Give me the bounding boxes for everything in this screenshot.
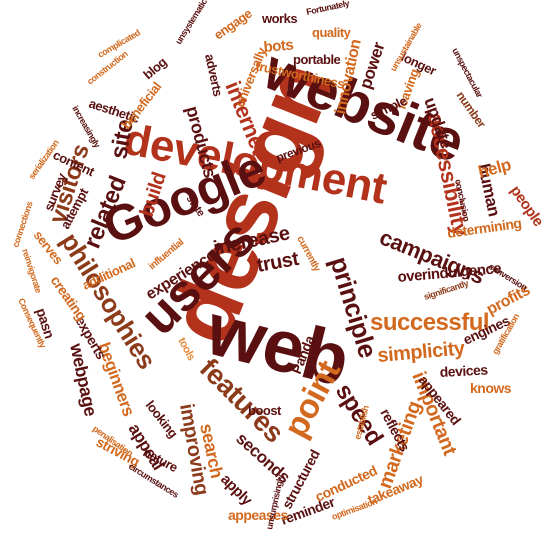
word-engage: engage xyxy=(211,6,255,43)
word-connections: connections xyxy=(10,200,34,249)
word-apply: apply xyxy=(217,471,256,510)
word-works: works xyxy=(261,11,297,26)
word-fortunately: Fortunately xyxy=(305,0,350,17)
word-adverts: adverts xyxy=(202,53,226,98)
word-overindulgence: overindulgence xyxy=(397,260,502,286)
word-bots: bots xyxy=(263,36,294,56)
word-quality: quality xyxy=(312,25,352,40)
word-blog: blog xyxy=(140,54,170,82)
word-devices: devices xyxy=(439,361,488,380)
word-unsystematic: unsystematic xyxy=(173,0,209,46)
word-optimisation: optimisation xyxy=(330,496,378,522)
word-reinvigorate: reinvigorate xyxy=(20,248,44,295)
word-knows: knows xyxy=(470,380,512,396)
word-portable: portable xyxy=(293,52,341,67)
word-help: help xyxy=(476,155,513,182)
word-boost: boost xyxy=(248,403,282,418)
word-appeases: appeases xyxy=(228,507,289,523)
word-successful: successful xyxy=(370,309,489,336)
word-tools: tools xyxy=(175,336,197,363)
